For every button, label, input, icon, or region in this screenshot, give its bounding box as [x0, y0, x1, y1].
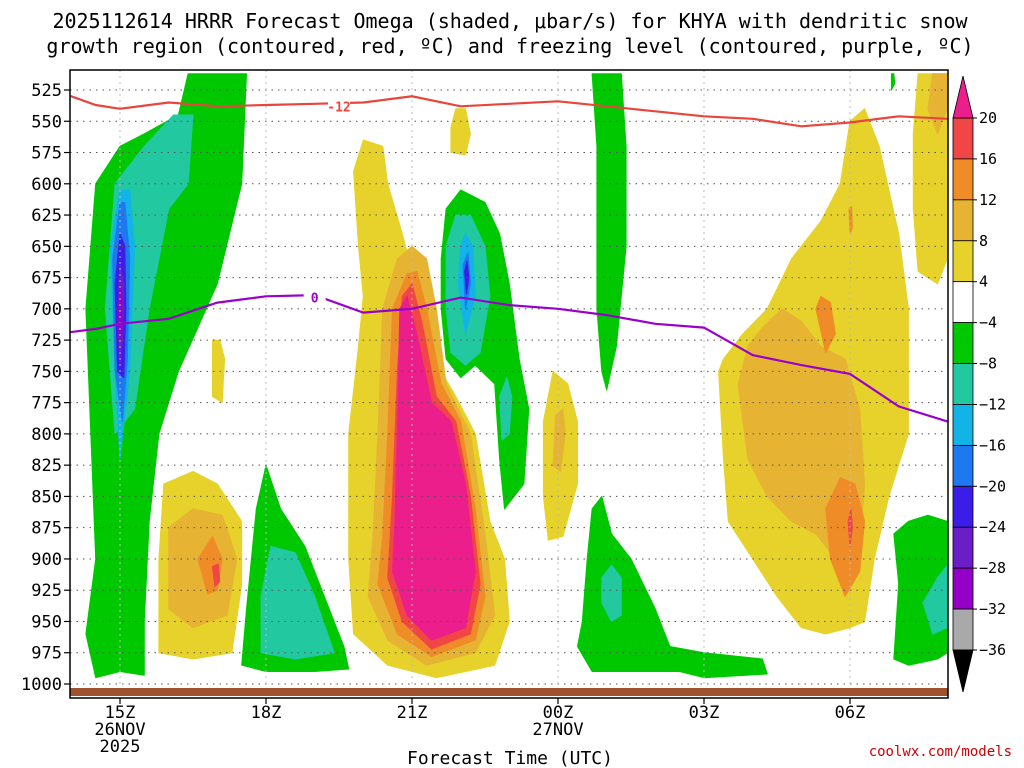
- y-tick-label: 775: [31, 394, 62, 414]
- colorbar-tick-label: −8: [979, 355, 997, 373]
- credit-link[interactable]: coolwx.com/models: [869, 744, 1012, 760]
- y-tick-label: 1000: [21, 675, 62, 695]
- y-tick-label: 925: [31, 581, 62, 601]
- colorbar-tick-label: −24: [979, 518, 1006, 536]
- colorbar-segment: [952, 485, 974, 528]
- colorbar-segment: [952, 322, 974, 364]
- omega-shading: [85, 73, 948, 679]
- colorbar-segment: [952, 199, 974, 242]
- omega-region: [450, 108, 471, 156]
- colorbar-segment: [952, 567, 974, 610]
- colorbar-segment: [952, 608, 974, 651]
- colorbar-tick-label: −12: [979, 395, 1006, 413]
- y-tick-label: 700: [31, 300, 62, 320]
- x-tick-label: 03Z: [689, 703, 720, 723]
- colorbar-tick-label: −32: [979, 600, 1006, 618]
- y-tick-label: 575: [31, 144, 62, 164]
- plot-frame: [69, 69, 949, 699]
- omega-region: [499, 377, 513, 441]
- y-tick-label: 750: [31, 362, 62, 382]
- chart-title-line2: growth region (contoured, red, ºC) and f…: [46, 34, 973, 58]
- y-tick-label: 800: [31, 425, 62, 445]
- y-tick-label: 600: [31, 175, 62, 195]
- y-tick-label: 950: [31, 612, 62, 632]
- omega-region: [577, 495, 768, 679]
- dgz-contour-label-bg: [328, 97, 350, 114]
- omega-region: [552, 408, 566, 472]
- x-tick-label: 06Z: [835, 703, 866, 723]
- y-tick-label: 550: [31, 112, 62, 132]
- y-tick-label: 900: [31, 550, 62, 570]
- colorbar-bottom-triangle: [952, 649, 974, 693]
- x-tick-label: 21Z: [397, 703, 428, 723]
- colorbar-segment: [952, 240, 974, 283]
- colorbar-tick-label: 16: [979, 150, 997, 168]
- freezing-level-contour-label: 0: [311, 292, 319, 307]
- colorbar-segment: [952, 444, 974, 487]
- x-axis-title: Forecast Time (UTC): [407, 748, 613, 768]
- omega-region: [392, 295, 476, 641]
- omega-region: [591, 73, 627, 391]
- omega-region: [212, 339, 226, 404]
- colorbar-segment: [952, 281, 974, 324]
- colorbar-tick-label: 8: [979, 232, 988, 250]
- x-tick-label: 27NOV: [532, 720, 583, 740]
- colorbar-tick-label: 20: [979, 109, 997, 127]
- omega-region: [815, 295, 836, 354]
- y-tick-label: 975: [31, 644, 62, 664]
- freezing-level-contour-label-bg: [303, 288, 326, 305]
- y-tick-label: 675: [31, 269, 62, 289]
- colorbar-tick-label: 12: [979, 191, 997, 209]
- x-tick-label: 00Z: [543, 703, 574, 723]
- omega-region: [825, 477, 866, 597]
- x-tick-label: 26NOV: [94, 720, 145, 740]
- colorbar-segment: [952, 117, 974, 160]
- ground-strip: [70, 688, 948, 696]
- omega-region: [212, 563, 221, 587]
- y-tick-label: 650: [31, 237, 62, 257]
- omega-region: [890, 73, 896, 91]
- colorbar-segment: [952, 158, 974, 201]
- y-tick-label: 525: [31, 81, 62, 101]
- dgz-contour: [70, 94, 948, 128]
- x-tick-label: 2025: [100, 737, 141, 757]
- freezing-level-contour: [70, 293, 948, 423]
- grid-lines: [70, 70, 948, 698]
- colorbar-segment: [952, 526, 974, 569]
- x-tick-label: 18Z: [251, 703, 282, 723]
- y-tick-label: 625: [31, 206, 62, 226]
- colorbar-segment: [952, 404, 974, 446]
- plot-area: -12 0: [69, 69, 949, 699]
- colorbar-top-triangle: [952, 75, 974, 119]
- colorbar-tick-label: −28: [979, 559, 1006, 577]
- y-axis: 525 550 575 600 625 650 675 700 725 750 775 800 825 8…: [21, 81, 70, 695]
- y-tick-label: 875: [31, 519, 62, 539]
- colorbar-tick-label: 4: [979, 273, 988, 291]
- omega-region: [260, 545, 335, 660]
- omega-region: [601, 564, 622, 622]
- y-tick-label: 825: [31, 456, 62, 476]
- colorbar-tick-label: −16: [979, 436, 1006, 454]
- y-tick-label: 850: [31, 487, 62, 507]
- contours: -12 0: [70, 94, 948, 423]
- chart-title-line1: 2025112614 HRRR Forecast Omega (shaded, …: [52, 9, 968, 33]
- colorbar-tick-label: −20: [979, 477, 1006, 495]
- colorbar-tick-label: −36: [979, 641, 1006, 659]
- y-tick-label: 725: [31, 331, 62, 351]
- dgz-contour-label: -12: [327, 100, 350, 115]
- colorbar: 20 16 12 8 4 −4 −8 −12 −16 −20 −24 −28 −32 −36: [952, 75, 1006, 693]
- x-tick-label: 15Z: [105, 703, 136, 723]
- colorbar-segment: [952, 363, 974, 405]
- colorbar-tick-label: −4: [979, 314, 997, 332]
